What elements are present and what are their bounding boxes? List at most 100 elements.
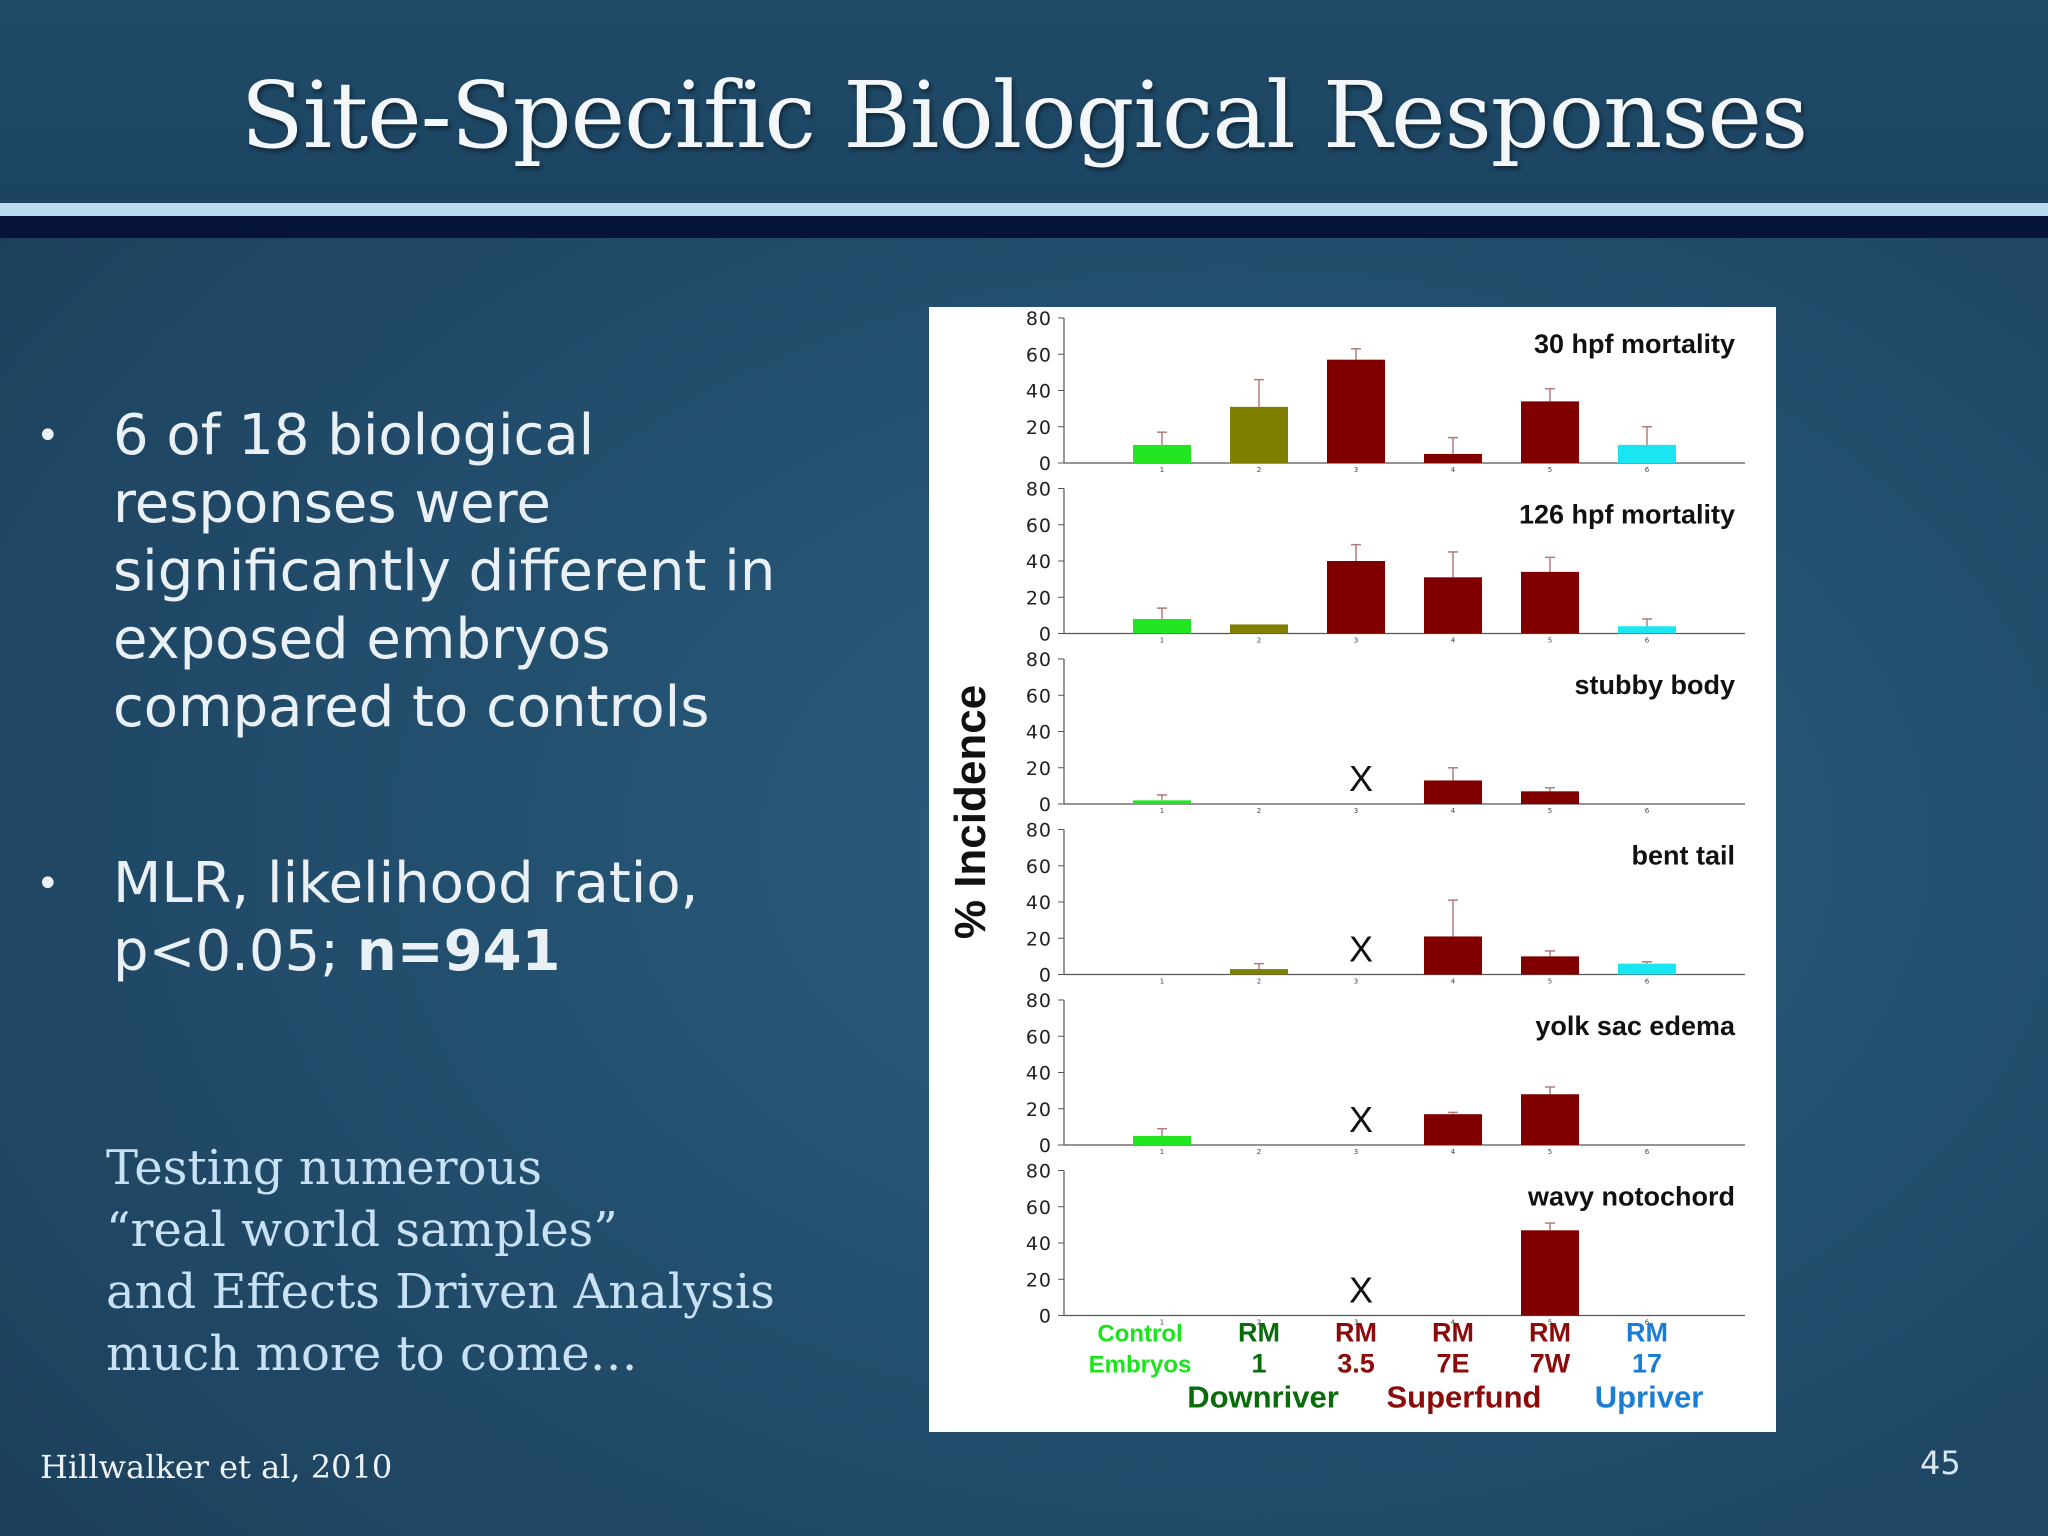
y-tick-label: 0: [1039, 624, 1052, 646]
x-tick-label: 3: [1354, 637, 1358, 645]
x-tick-label: 1: [1160, 1148, 1164, 1156]
x-tick-label: 3: [1354, 807, 1358, 815]
bar: [1327, 561, 1385, 634]
x-tick-label: 3: [1354, 466, 1358, 474]
panel-title: 126 hpf mortality: [1519, 500, 1735, 530]
bar: [1424, 453, 1482, 463]
chart-panel: 0 20 40 60 80 1 2 3 4 5 6 30 hpf mortality 0 20 40 60 80…: [929, 307, 1776, 1432]
x-tick-label: 5: [1548, 1148, 1552, 1156]
bar: [1521, 1230, 1579, 1316]
x-tick-label: 2: [1257, 466, 1261, 474]
bullet-dot: •: [36, 413, 60, 459]
category-label: 3.5: [1337, 1349, 1375, 1379]
bullet-item: • 6 of 18 biological responses were sign…: [30, 402, 790, 742]
group-label: Downriver: [1187, 1380, 1339, 1415]
panel-title: wavy notochord: [1527, 1182, 1735, 1212]
x-tick-label: 1: [1160, 466, 1164, 474]
bar: [1618, 963, 1676, 975]
x-tick-label: 5: [1548, 807, 1552, 815]
bullet-text: 6 of 18 biological responses were signif…: [113, 403, 776, 740]
category-label: RM: [1529, 1318, 1571, 1348]
testing-line: “real world samples”: [106, 1202, 618, 1258]
y-tick-label: 40: [1026, 381, 1052, 403]
y-tick-label: 60: [1026, 856, 1052, 878]
y-tick-label: 40: [1026, 551, 1052, 573]
title-rule-light: [0, 203, 2048, 216]
panel-title: bent tail: [1631, 841, 1735, 871]
no-data-marker: X: [1349, 929, 1373, 970]
x-tick-label: 6: [1645, 637, 1650, 645]
x-tick-label: 3: [1354, 1148, 1358, 1156]
y-tick-label: 80: [1026, 820, 1052, 842]
y-tick-label: 0: [1039, 1306, 1052, 1328]
bar: [1424, 780, 1482, 804]
y-tick-label: 20: [1026, 1099, 1052, 1121]
x-tick-label: 6: [1645, 978, 1650, 986]
testing-line: much more to come…: [106, 1326, 638, 1382]
testing-note: Testing numerous “real world samples” an…: [106, 1137, 806, 1385]
bar: [1618, 444, 1676, 463]
bar: [1521, 791, 1579, 804]
x-tick-label: 4: [1451, 466, 1456, 474]
bar: [1424, 577, 1482, 634]
page-number: 45: [1920, 1444, 1961, 1482]
category-label: RM: [1238, 1318, 1280, 1348]
y-tick-label: 0: [1039, 453, 1052, 475]
y-tick-label: 80: [1026, 479, 1052, 501]
x-tick-label: 4: [1451, 1319, 1456, 1327]
bar: [1521, 956, 1579, 975]
category-label: 7E: [1436, 1349, 1469, 1379]
x-tick-label: 6: [1645, 807, 1650, 815]
x-tick-label: 2: [1257, 637, 1261, 645]
title-rule-dark: [0, 216, 2048, 238]
category-label: 7W: [1530, 1349, 1571, 1379]
y-tick-label: 80: [1026, 649, 1052, 671]
testing-line: and Effects Driven Analysis: [106, 1264, 775, 1320]
no-data-marker: X: [1349, 1270, 1373, 1311]
x-tick-label: 1: [1160, 1319, 1164, 1327]
y-tick-label: 0: [1039, 1135, 1052, 1157]
y-tick-label: 60: [1026, 1026, 1052, 1048]
x-tick-label: 1: [1160, 637, 1164, 645]
y-tick-label: 40: [1026, 892, 1052, 914]
y-tick-label: 20: [1026, 928, 1052, 950]
y-tick-label: 60: [1026, 515, 1052, 537]
x-tick-label: 5: [1548, 1319, 1552, 1327]
x-tick-label: 5: [1548, 637, 1552, 645]
bar: [1230, 969, 1288, 975]
y-tick-label: 20: [1026, 758, 1052, 780]
citation: Hillwalker et al, 2010: [40, 1448, 393, 1486]
bar: [1230, 624, 1288, 634]
x-tick-label: 4: [1451, 1148, 1456, 1156]
x-tick-label: 1: [1160, 807, 1164, 815]
bar: [1133, 1135, 1191, 1145]
x-tick-label: 6: [1645, 466, 1650, 474]
x-tick-label: 4: [1451, 637, 1456, 645]
panel-title: yolk sac edema: [1535, 1011, 1736, 1041]
bar: [1424, 936, 1482, 975]
panel-title: 30 hpf mortality: [1534, 329, 1735, 359]
y-tick-label: 60: [1026, 344, 1052, 366]
bullet-dot: •: [36, 861, 60, 907]
x-tick-label: 2: [1257, 807, 1261, 815]
no-data-marker: X: [1349, 1099, 1373, 1140]
bar: [1133, 800, 1191, 804]
x-tick-label: 2: [1257, 1148, 1261, 1156]
bar: [1521, 571, 1579, 634]
x-tick-label: 3: [1354, 1319, 1358, 1327]
bar: [1521, 401, 1579, 463]
y-tick-label: 80: [1026, 990, 1052, 1012]
bar: [1133, 619, 1191, 634]
x-tick-label: 2: [1257, 1319, 1261, 1327]
bullet-text-bold: n=941: [356, 919, 561, 984]
y-tick-label: 40: [1026, 722, 1052, 744]
panel-title: stubby body: [1575, 670, 1736, 700]
y-tick-label: 60: [1026, 1197, 1052, 1219]
category-label: 17: [1632, 1349, 1662, 1379]
category-label: Control: [1097, 1321, 1182, 1348]
y-axis-label: % Incidence: [946, 685, 995, 939]
category-label: RM: [1626, 1318, 1668, 1348]
y-tick-label: 20: [1026, 1269, 1052, 1291]
x-tick-label: 6: [1645, 1319, 1650, 1327]
